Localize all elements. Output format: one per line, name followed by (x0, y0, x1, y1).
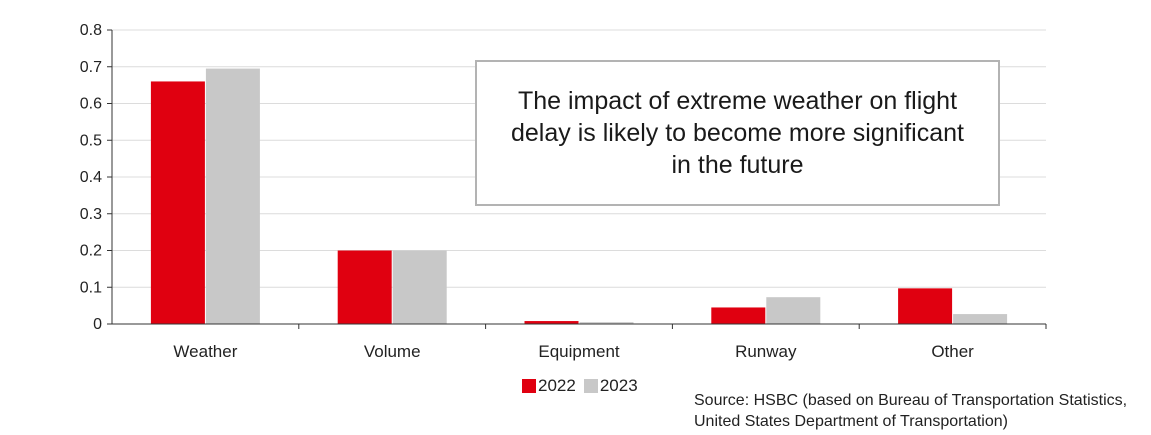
y-tick-label: 0.4 (80, 169, 102, 186)
source-note: Source: HSBC (based on Bureau of Transpo… (694, 392, 1128, 430)
y-tick-label: 0.3 (80, 206, 102, 223)
bar-2022-equipment (524, 321, 579, 324)
bar-2022-runway (711, 307, 766, 324)
legend: 2022 2023 (522, 376, 646, 396)
legend-swatch-2022 (522, 379, 536, 393)
y-tick-label: 0.8 (80, 22, 102, 39)
x-category-label: Runway (735, 342, 797, 361)
y-tick-label: 0.5 (80, 132, 102, 149)
bar-2023-volume (392, 250, 447, 324)
x-category-label: Weather (173, 342, 237, 361)
bar-2023-equipment (579, 322, 634, 324)
bar-2023-other (953, 314, 1008, 324)
legend-label-2022: 2022 (538, 376, 576, 395)
y-tick-label: 0 (93, 316, 102, 333)
legend-swatch-2023 (583, 379, 598, 393)
legend-item-2023: 2023 (583, 376, 638, 396)
bar-2023-weather (205, 68, 260, 325)
bar-2022-weather (150, 81, 205, 324)
y-tick-label: 0.6 (80, 96, 102, 113)
chart-annotation: The impact of extreme weather on flight … (475, 60, 1000, 206)
legend-label-2023: 2023 (599, 376, 638, 395)
bar-2022-volume (337, 250, 392, 324)
bar-2022-other (898, 288, 953, 324)
x-category-label: Other (931, 342, 974, 361)
y-tick-label: 0.7 (80, 59, 102, 76)
bar-2023-runway (766, 297, 821, 324)
y-tick-label: 0.1 (80, 279, 102, 296)
bars (150, 68, 1008, 325)
x-axis-categories: Weather Volume Equipment Runway Other (173, 342, 974, 361)
x-category-label: Volume (364, 342, 421, 361)
x-category-label: Equipment (538, 342, 620, 361)
legend-item-2022: 2022 (522, 376, 576, 396)
x-axis (111, 30, 1047, 329)
y-tick-label: 0.2 (80, 243, 102, 260)
y-axis-ticks: 0 0.1 0.2 0.3 0.4 0.5 0.6 0.7 0.8 (80, 22, 112, 333)
